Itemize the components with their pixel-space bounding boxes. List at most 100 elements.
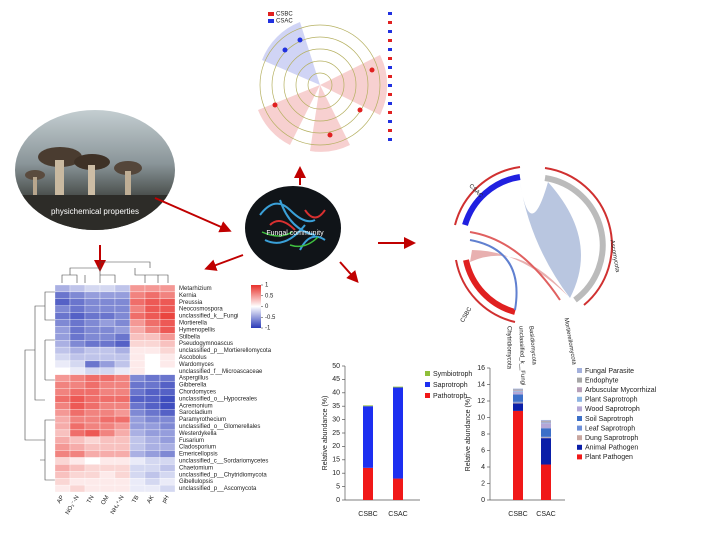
bar-segment xyxy=(541,419,551,421)
legend-swatch xyxy=(577,454,582,460)
heatmap-cell xyxy=(69,346,86,355)
bar-segment xyxy=(541,421,551,423)
heatmap-cell xyxy=(159,374,176,382)
y-tick-label: 5 xyxy=(336,483,340,490)
row-label: Gibellulopsis xyxy=(179,479,213,485)
colorbar xyxy=(251,285,261,328)
heatmap-cell xyxy=(114,395,131,403)
y-tick-label: 16 xyxy=(477,365,485,372)
heatmap-cell xyxy=(84,415,101,424)
heatmap-cell xyxy=(54,478,71,486)
heatmap-cell xyxy=(54,333,71,341)
heatmap-cell xyxy=(99,381,116,389)
heatmap-cell xyxy=(129,457,146,465)
heatmap-cell xyxy=(144,346,161,355)
heatmap-cell xyxy=(69,326,86,334)
heatmap-cell xyxy=(54,305,71,313)
heatmap-cell xyxy=(69,402,86,410)
heatmap-cell xyxy=(144,395,161,403)
bar-segment xyxy=(541,422,551,424)
y-tick-label: 14 xyxy=(477,381,485,388)
heatmap-cell xyxy=(99,436,116,444)
heatmap-cell xyxy=(84,402,101,410)
heatmap-cell xyxy=(144,298,161,306)
heatmap-cell xyxy=(69,457,86,465)
heatmap-cell xyxy=(144,450,161,458)
heatmap-cell xyxy=(99,305,116,313)
row-label: Hymenopellis xyxy=(179,327,215,333)
bar-segment xyxy=(541,438,551,465)
heatmap-cell xyxy=(144,333,161,341)
bar-segment xyxy=(513,391,523,392)
heatmap-cell xyxy=(84,443,101,451)
heatmap-cell xyxy=(159,319,176,327)
heatmap-cell xyxy=(69,436,86,444)
heatmap-cell xyxy=(99,422,116,431)
y-tick-label: 10 xyxy=(332,470,340,477)
heatmap-cell xyxy=(99,333,116,341)
heatmap-cell xyxy=(129,284,146,293)
y-axis-label: Relative abundance (%) xyxy=(322,396,329,471)
heatmap-cell xyxy=(54,319,71,327)
heatmap-cell xyxy=(159,312,176,320)
heatmap-cell xyxy=(84,471,101,479)
heatmap-cell xyxy=(144,326,161,334)
colorbar-tick-label: 0 xyxy=(265,304,269,310)
heatmap-cell xyxy=(99,443,116,451)
legend-label: Leaf Saprotroph xyxy=(585,425,635,432)
heatmap-cell xyxy=(69,381,86,389)
row-label: Stilbella xyxy=(179,334,201,340)
heatmap-cell xyxy=(99,346,116,355)
heatmap-cell xyxy=(69,367,86,375)
heatmap-cell xyxy=(99,326,116,334)
colorbar-tick-label: 0.5 xyxy=(265,293,274,299)
heatmap-cell xyxy=(69,388,86,396)
heatmap-cell xyxy=(129,402,146,410)
heatmap-cell xyxy=(114,291,131,299)
heatmap-cell xyxy=(129,367,146,375)
heatmap-cell xyxy=(114,312,131,320)
heatmap-cell xyxy=(54,381,71,389)
heatmap-cell xyxy=(54,484,71,493)
heatmap-cell xyxy=(159,395,176,403)
center-label: Fungal community xyxy=(266,230,324,237)
heatmap-cell xyxy=(144,360,161,368)
heatmap-cell xyxy=(144,305,161,313)
legend-label: Wood Saprotroph xyxy=(585,406,640,413)
y-tick-label: 30 xyxy=(332,416,340,423)
heatmap-cell xyxy=(54,436,71,444)
x-tick-label: CSBC xyxy=(508,511,527,518)
heatmap-cell xyxy=(84,422,101,431)
row-label: unclassified_o__Glomerellales xyxy=(179,424,260,430)
heatmap-cell xyxy=(129,333,146,341)
heatmap-cell xyxy=(99,402,116,410)
row-label: Aspergillus xyxy=(179,376,208,382)
heatmap-cell xyxy=(84,326,101,334)
heatmap-cell xyxy=(54,367,71,375)
column-label: pH xyxy=(162,495,171,505)
heatmap-cell xyxy=(159,367,176,375)
heatmap-cell xyxy=(99,450,116,458)
row-label: Emericellopsis xyxy=(179,452,218,458)
bar-segment xyxy=(363,406,373,468)
row-label: Gibberella xyxy=(179,383,207,389)
heatmap-cell xyxy=(159,360,176,368)
bar-segment xyxy=(513,394,523,402)
legend-swatch xyxy=(425,382,430,387)
heatmap-cell xyxy=(114,415,131,424)
heatmap-cell xyxy=(159,305,176,313)
heatmap-cell xyxy=(54,443,71,451)
heatmap-cell xyxy=(114,464,131,472)
heatmap-cell xyxy=(54,395,71,403)
legend-label: Dung Saprotroph xyxy=(585,435,638,442)
heatmap-cell xyxy=(129,450,146,458)
column-label: OM xyxy=(101,495,111,506)
heatmap-cell xyxy=(129,326,146,334)
heatmap-cell xyxy=(69,464,86,472)
legend-label: Saprotroph xyxy=(433,382,468,389)
heatmap-cell xyxy=(99,478,116,486)
y-tick-label: 20 xyxy=(332,443,340,450)
row-label: unclassified_p__Chytridiomycota xyxy=(179,472,267,478)
colorbar-tick-label: -1 xyxy=(265,326,271,332)
heatmap-cell xyxy=(99,409,116,417)
